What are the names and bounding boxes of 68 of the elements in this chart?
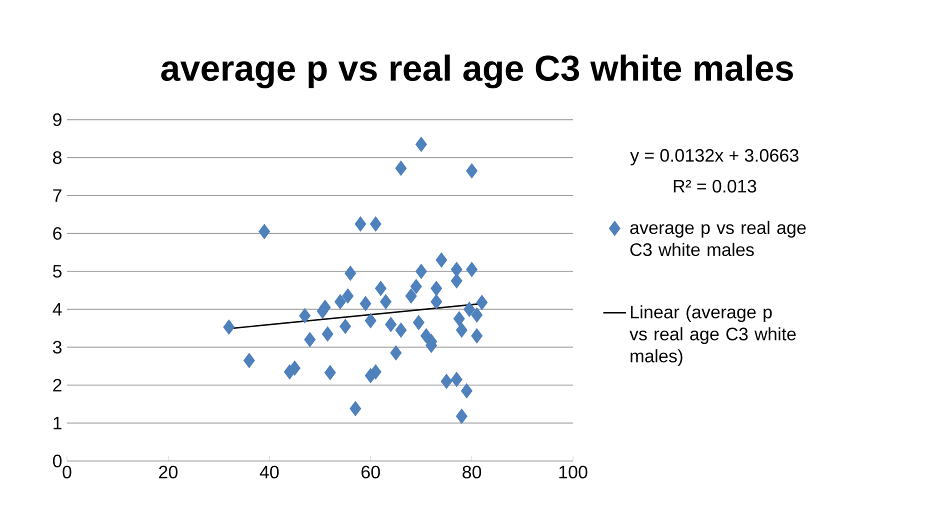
point <box>370 216 382 232</box>
point <box>385 316 397 332</box>
point <box>390 345 402 361</box>
point <box>322 326 334 342</box>
point <box>456 322 468 338</box>
y-tick-label: 4 <box>52 303 62 316</box>
point <box>258 224 270 240</box>
point <box>243 352 255 368</box>
x-tick-label: 20 <box>159 466 178 478</box>
point <box>288 360 300 376</box>
point <box>304 332 316 348</box>
y-tick-label: 5 <box>53 265 62 278</box>
point <box>364 313 376 328</box>
x-tick-label: 60 <box>362 466 380 478</box>
point <box>395 322 407 338</box>
point <box>405 288 417 304</box>
chart-title: average p vs real age C3 white males <box>161 54 793 88</box>
point <box>344 266 356 281</box>
y-tick-label: 2 <box>53 378 62 392</box>
point <box>456 408 468 424</box>
point <box>430 280 442 296</box>
point <box>360 296 372 312</box>
point <box>324 365 336 380</box>
point <box>464 302 476 317</box>
legend-label: Linear (average p vs real age C3 white males) <box>630 305 796 366</box>
point <box>340 318 352 334</box>
point <box>415 136 427 152</box>
point <box>412 314 424 330</box>
point <box>374 280 386 296</box>
point <box>415 264 427 279</box>
text: y = 0.0132x + 3.0663 <box>630 149 798 166</box>
point <box>476 294 488 310</box>
point <box>334 294 346 310</box>
point <box>436 252 448 268</box>
point <box>354 216 366 232</box>
point <box>466 262 478 278</box>
y-tick-label: 3 <box>52 340 62 354</box>
y-tick-label: 9 <box>53 113 62 126</box>
x-tick-label: 0 <box>62 466 72 478</box>
point <box>395 160 407 176</box>
text: R² = 0.013 <box>674 180 756 193</box>
point <box>450 273 462 288</box>
y-tick-label: 6 <box>53 227 62 240</box>
y-tick-label: 1 <box>54 416 62 430</box>
y-tick-label: 7 <box>53 189 62 202</box>
point <box>471 328 483 344</box>
point <box>223 320 235 335</box>
point <box>380 294 392 310</box>
legend-label: average p vs real age C3 white males <box>630 220 806 256</box>
point <box>471 307 483 323</box>
point <box>370 364 382 380</box>
point <box>430 294 442 310</box>
point <box>450 262 462 278</box>
point <box>319 300 331 315</box>
point <box>460 383 473 398</box>
point <box>450 372 462 388</box>
point <box>342 288 354 304</box>
point <box>453 311 465 326</box>
x-tick-label: 100 <box>559 466 588 478</box>
point <box>440 374 452 389</box>
x-tick-label: 40 <box>260 466 279 478</box>
y-tick-label: 8 <box>53 151 62 164</box>
x-tick-label: 80 <box>462 466 482 478</box>
point <box>466 163 478 178</box>
point <box>350 401 362 416</box>
point <box>299 308 311 324</box>
y-tick-label: 0 <box>53 454 62 468</box>
point <box>410 278 422 294</box>
